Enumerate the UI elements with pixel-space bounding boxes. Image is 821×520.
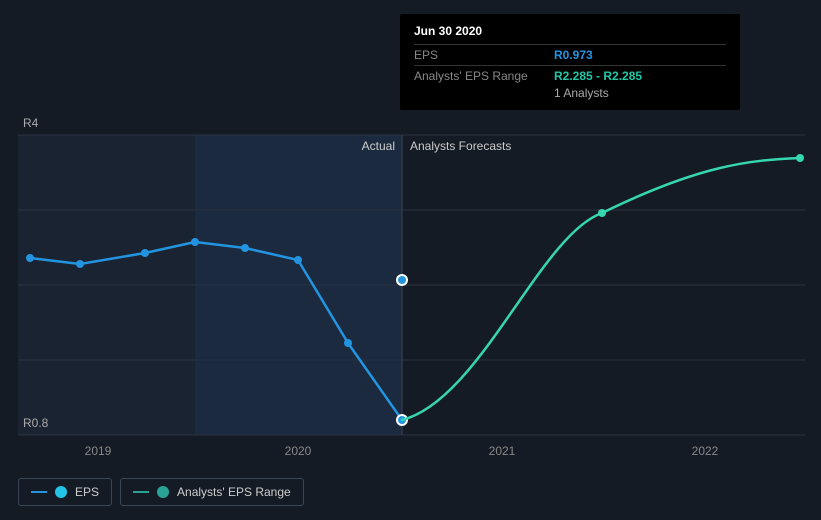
legend-swatch-icon — [55, 486, 67, 498]
svg-text:2020: 2020 — [285, 444, 312, 458]
legend-line-icon — [31, 491, 47, 493]
svg-text:2019: 2019 — [85, 444, 112, 458]
svg-text:R0.8: R0.8 — [23, 416, 49, 430]
legend-label: Analysts' EPS Range — [177, 485, 291, 499]
tooltip-value: R0.973 — [554, 48, 593, 62]
svg-text:R4: R4 — [23, 116, 39, 130]
tooltip-value: R2.285 - R2.285 — [554, 69, 642, 83]
svg-text:Actual: Actual — [362, 139, 395, 153]
svg-text:2022: 2022 — [692, 444, 719, 458]
legend-item-eps[interactable]: EPS — [18, 478, 112, 506]
svg-text:Analysts Forecasts: Analysts Forecasts — [410, 139, 511, 153]
eps-chart: R4 R0.8 Actual Analysts Forecasts 2019 2020 20… — [0, 0, 821, 520]
svg-text:2021: 2021 — [489, 444, 516, 458]
tooltip-date: Jun 30 2020 — [414, 24, 726, 38]
tooltip-row-range: Analysts' EPS Range R2.285 - R2.285 — [414, 65, 726, 86]
chart-tooltip: Jun 30 2020 EPS R0.973 Analysts' EPS Ran… — [400, 14, 740, 110]
tooltip-label: Analysts' EPS Range — [414, 69, 554, 83]
tooltip-sub: 1 Analysts — [414, 86, 726, 100]
legend-line-icon — [133, 491, 149, 493]
legend-item-range[interactable]: Analysts' EPS Range — [120, 478, 304, 506]
chart-legend: EPS Analysts' EPS Range — [18, 478, 304, 506]
legend-swatch-icon — [157, 486, 169, 498]
tooltip-label: EPS — [414, 48, 554, 62]
tooltip-row-eps: EPS R0.973 — [414, 44, 726, 65]
legend-label: EPS — [75, 485, 99, 499]
